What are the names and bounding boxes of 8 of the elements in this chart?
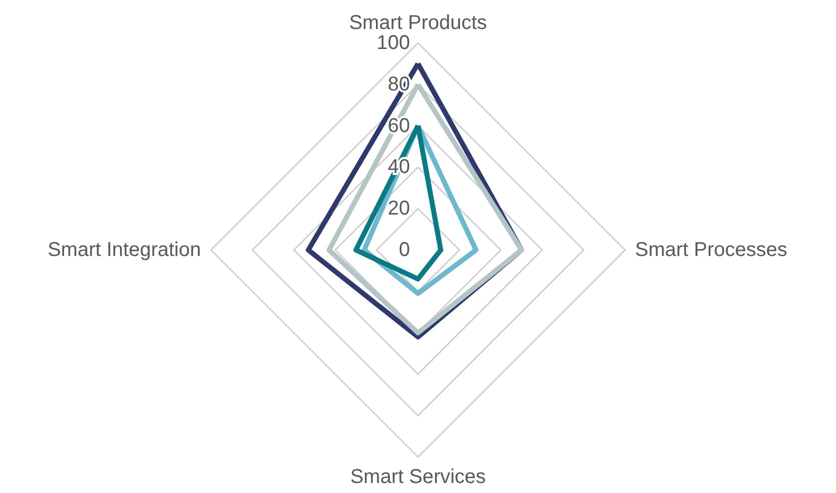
y-tick-label: 60	[388, 114, 410, 137]
y-tick-label: 20	[388, 198, 410, 220]
spoke-label: Smart Products	[349, 12, 487, 34]
spoke-label: Smart Integration	[48, 239, 201, 261]
spoke-label: Smart Processes	[635, 239, 788, 261]
y-tick-label: 0	[398, 239, 410, 261]
spoke-label: Smart Services	[350, 466, 486, 488]
y-tick-label: 100	[376, 32, 410, 54]
